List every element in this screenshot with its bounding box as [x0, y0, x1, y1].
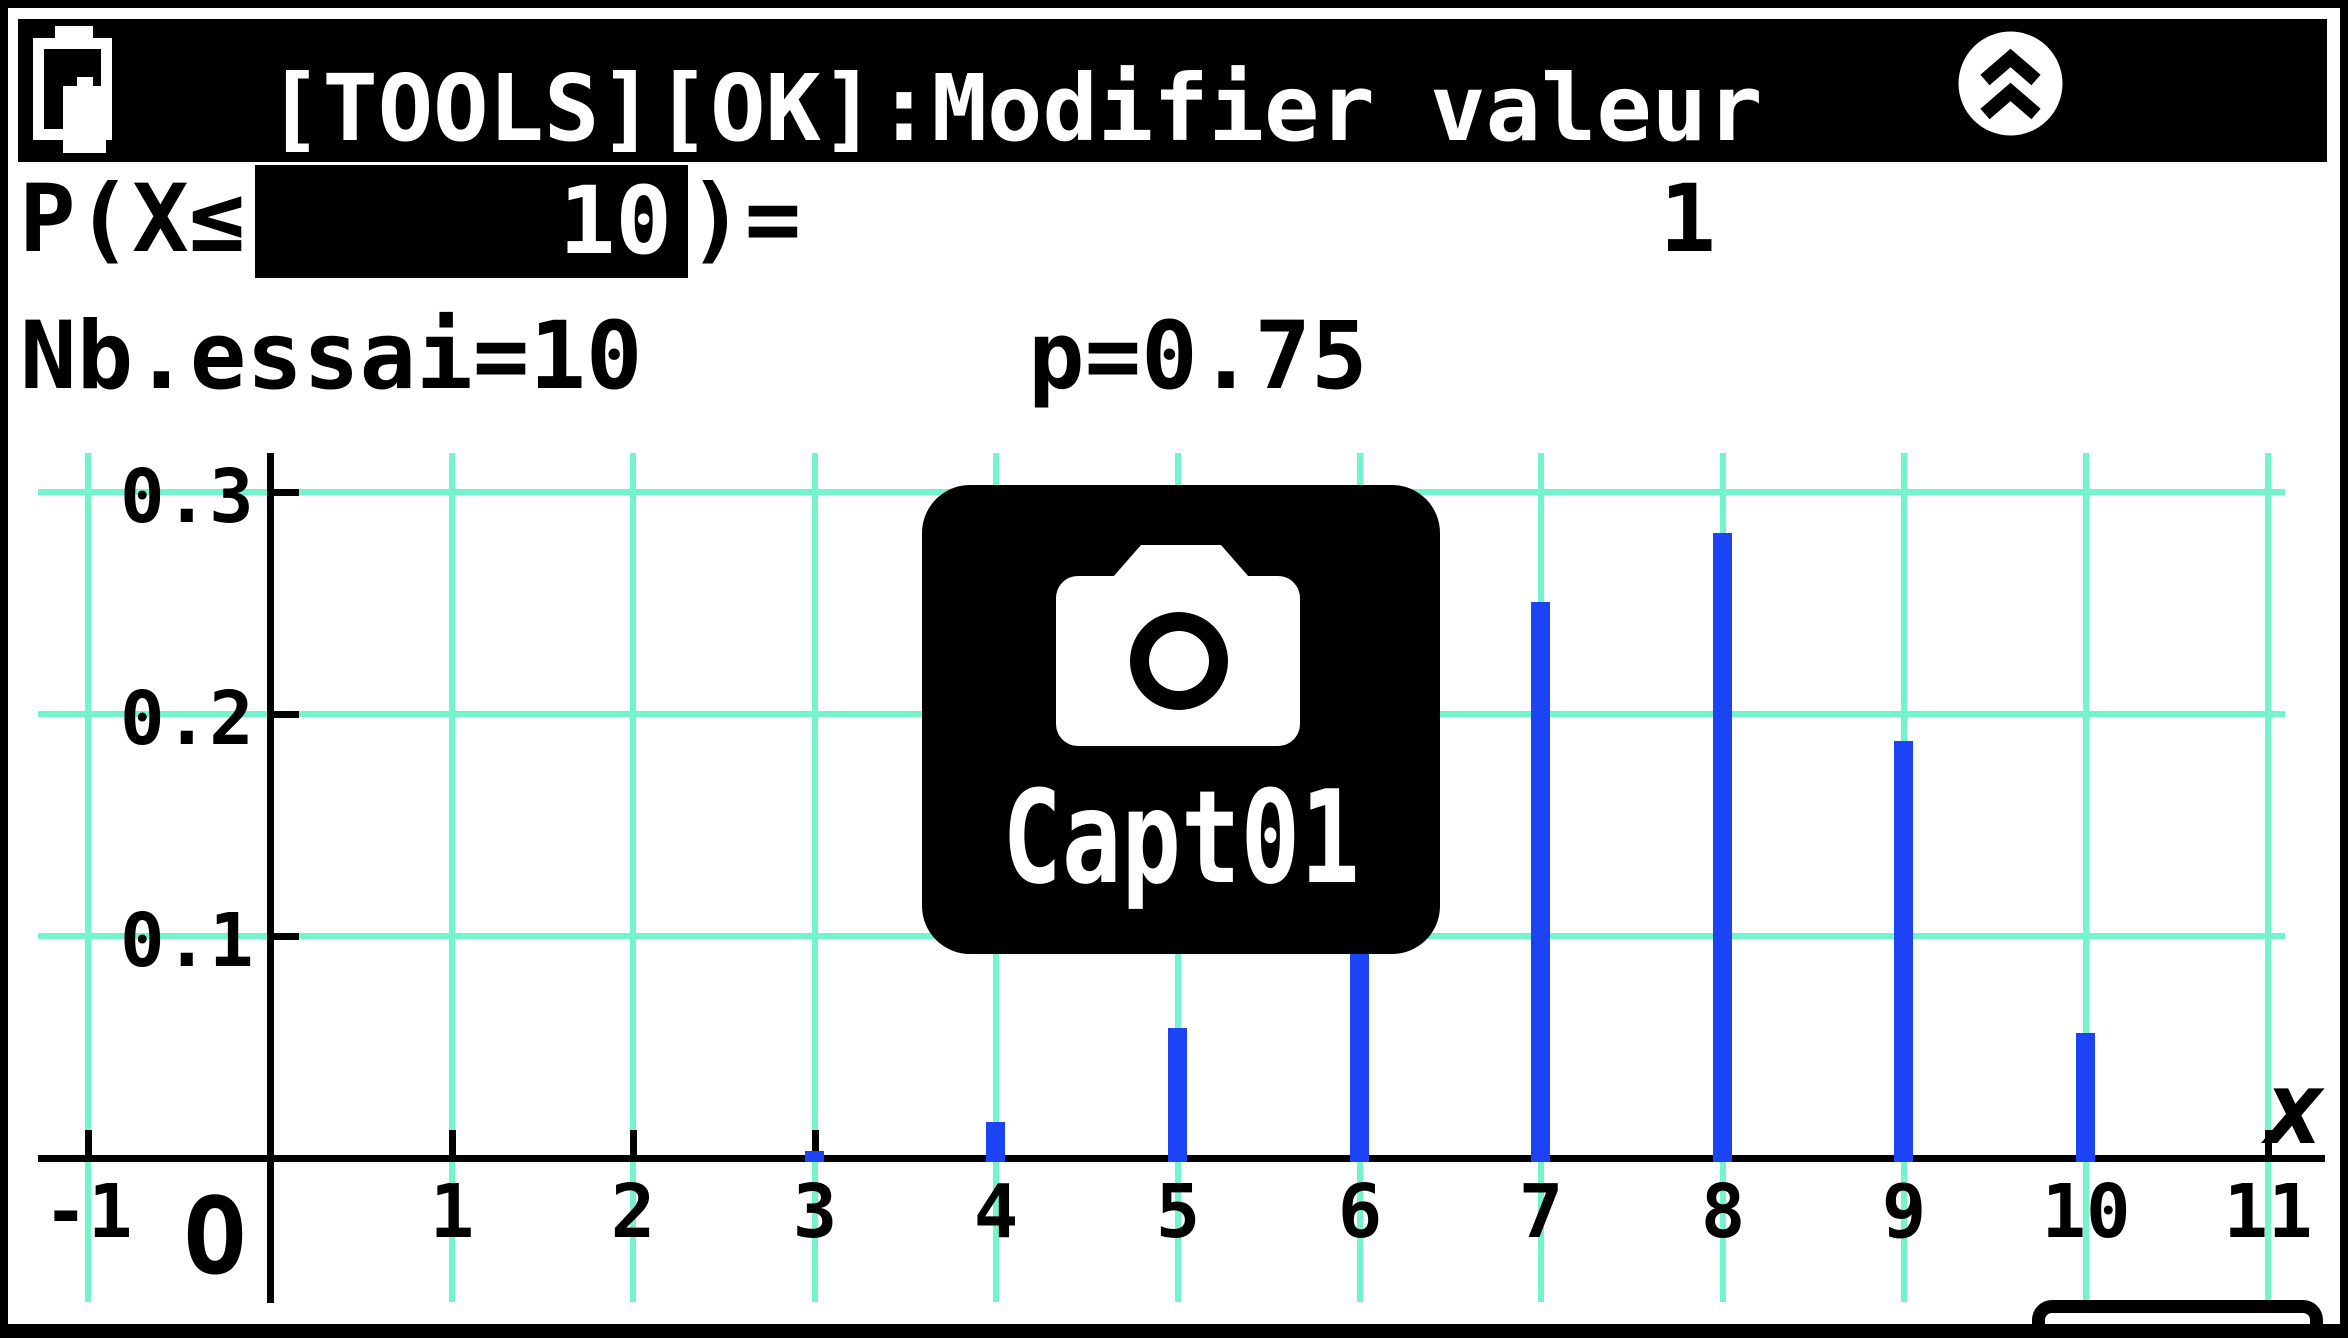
stem-bar-x3: [805, 1151, 824, 1162]
x-tick-label: 11: [2223, 1169, 2313, 1255]
screen-border-bottom: [0, 1324, 2348, 1338]
chevron-double-up-icon[interactable]: [1958, 31, 2063, 136]
screen-border-right: [2340, 0, 2348, 1338]
x-tick: [812, 1130, 819, 1156]
x-tick-label: 2: [610, 1169, 656, 1255]
stem-bar-x10: [2076, 1033, 2095, 1162]
x-tick: [85, 1130, 92, 1156]
probability-suffix: )=: [688, 165, 802, 274]
v-gridline: [85, 453, 91, 1302]
probability-prefix: P(X≤: [19, 165, 246, 274]
x-tick: [2265, 1130, 2272, 1156]
y-tick: [274, 489, 299, 496]
x-tick: [449, 1130, 456, 1156]
x-tick: [630, 1130, 637, 1156]
screen-border-left: [0, 0, 8, 1338]
v-gridline: [630, 453, 636, 1302]
x-axis-label: x: [2264, 1050, 2325, 1167]
v-gridline: [2265, 453, 2271, 1302]
p-label: p=0.75: [1028, 302, 1368, 411]
v-gridline: [812, 453, 818, 1302]
stem-bar-x8: [1713, 533, 1732, 1162]
stem-bar-x7: [1531, 602, 1550, 1162]
y-tick-label: 0.1: [120, 898, 254, 984]
camera-icon: [1056, 545, 1300, 746]
y-axis: [267, 453, 274, 1303]
x-tick-label: 10: [2041, 1169, 2131, 1255]
probability-result: 1: [1659, 165, 1716, 274]
y-tick-label: 0.2: [120, 676, 254, 762]
probability-value-field[interactable]: 10: [255, 165, 688, 278]
x-tick-label: -1: [43, 1169, 133, 1255]
x-tick-label: 4: [973, 1169, 1019, 1255]
x-tick-label: 5: [1155, 1169, 1201, 1255]
probability-value: 10: [558, 167, 672, 276]
bottom-right-peek-shape: [2032, 1300, 2323, 1324]
y-tick: [274, 933, 299, 940]
v-gridline: [2083, 453, 2089, 1302]
y-tick: [274, 711, 299, 718]
trials-label: Nb.essai=10: [20, 302, 643, 411]
stem-bar-x4: [986, 1122, 1005, 1162]
battery-icon: [18, 19, 128, 162]
x-tick-label: 3: [792, 1169, 838, 1255]
x-tick-label: 9: [1881, 1169, 1927, 1255]
status-bar: [TOOLS][OK]:Modifier valeur: [18, 19, 2327, 162]
stem-bar-x9: [1894, 741, 1913, 1162]
x-tick-label: 1: [429, 1169, 475, 1255]
y-tick-label: 0.3: [120, 454, 254, 540]
stem-bar-x5: [1168, 1028, 1187, 1162]
x-tick-label: 6: [1337, 1169, 1383, 1255]
x-tick-label: 7: [1518, 1169, 1564, 1255]
origin-label: O: [183, 1175, 247, 1298]
status-bar-title: [TOOLS][OK]:Modifier valeur: [267, 55, 1763, 162]
v-gridline: [449, 453, 455, 1302]
x-tick-label: 8: [1700, 1169, 1746, 1255]
capture-label: Capt01: [1002, 763, 1360, 914]
capture-overlay: Capt01: [922, 485, 1440, 954]
screen-border-top: [0, 0, 2348, 8]
